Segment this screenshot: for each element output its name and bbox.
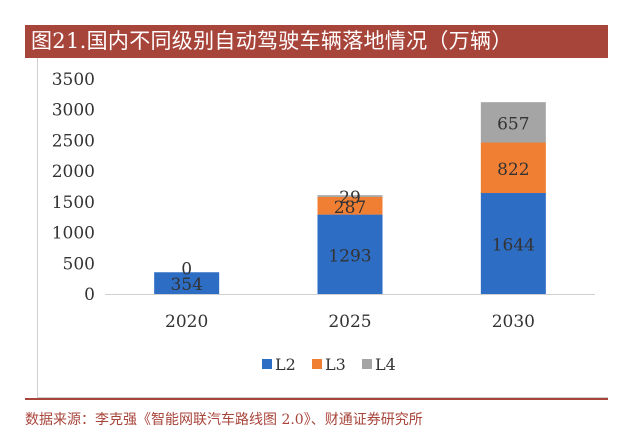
source-divider (25, 398, 608, 400)
bar-l2-2025 (317, 214, 383, 294)
bar-l2-2030 (480, 193, 546, 294)
bar-l2-2020 (154, 272, 220, 294)
source-note: 数据来源：李克强《智能网联汽车路线图 2.0》、财通证券研究所 (25, 412, 423, 428)
bar-l3-2025 (317, 196, 383, 215)
legend-label-l3: L3 (325, 355, 346, 374)
legend-swatch-l4 (362, 359, 372, 369)
data-label-l3-2025: 287 (334, 198, 366, 218)
data-label-l2-2025: 1293 (328, 246, 371, 266)
data-label-l4-2025: 29 (339, 188, 361, 208)
data-label-l2-2020: 354 (170, 275, 202, 295)
data-label-l3-2020: 0 (181, 259, 192, 279)
legend-label-l2: L2 (275, 355, 296, 374)
y-tick-label: 1000 (52, 224, 95, 244)
y-tick-label: 1500 (52, 193, 95, 213)
legend-label-l4: L4 (375, 355, 396, 374)
data-label-l2-2030: 1644 (492, 236, 535, 256)
bar-l4-2030 (480, 102, 546, 143)
bar-l4-2025 (317, 195, 383, 197)
legend-swatch-l3 (312, 359, 322, 369)
y-tick-label: 500 (63, 254, 95, 274)
data-label-l3-2030: 822 (497, 160, 529, 180)
x-tick-label: 2025 (328, 312, 371, 332)
y-tick-label: 3500 (52, 70, 95, 90)
y-tick-label: 3000 (52, 101, 95, 121)
x-tick-label: 2030 (492, 312, 535, 332)
chart-title: 图21.国内不同级别自动驾驶车辆落地情况（万辆） (31, 29, 513, 53)
chart-frame (37, 58, 608, 398)
y-tick-label: 0 (84, 285, 95, 305)
y-tick-label: 2000 (52, 162, 95, 182)
bar-l3-2030 (480, 142, 546, 194)
x-tick-label: 2020 (165, 312, 208, 332)
y-tick-label: 2500 (52, 131, 95, 151)
title-bar: 图21.国内不同级别自动驾驶车辆落地情况（万辆） (25, 25, 608, 58)
legend-swatch-l2 (262, 359, 272, 369)
data-label-l4-2030: 657 (497, 114, 529, 134)
